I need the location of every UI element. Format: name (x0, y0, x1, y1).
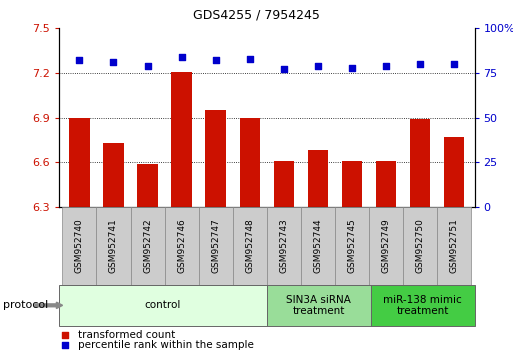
Bar (376, 161, 396, 207)
Bar (130, 207, 165, 285)
Text: control: control (145, 300, 181, 310)
Point (314, 63, 322, 69)
Bar (137, 164, 158, 207)
Point (144, 63, 152, 69)
Bar (444, 137, 464, 207)
Text: GSM952742: GSM952742 (143, 219, 152, 273)
Point (246, 56, 254, 62)
Text: GSM952749: GSM952749 (382, 219, 390, 273)
Bar (59, 285, 267, 326)
Bar (69, 118, 90, 207)
Text: GSM952746: GSM952746 (177, 219, 186, 273)
Bar (233, 207, 267, 285)
Point (280, 67, 288, 72)
Bar (267, 207, 301, 285)
Text: GSM952740: GSM952740 (75, 219, 84, 273)
Bar (199, 207, 233, 285)
Bar (240, 118, 260, 207)
Bar (370, 285, 475, 326)
Point (211, 58, 220, 63)
Text: GSM952741: GSM952741 (109, 219, 118, 273)
Bar (103, 143, 124, 207)
Bar (437, 207, 471, 285)
Bar (403, 207, 437, 285)
Bar (342, 161, 362, 207)
Text: SIN3A siRNA
treatment: SIN3A siRNA treatment (286, 295, 351, 316)
Point (109, 59, 117, 65)
Bar (96, 207, 130, 285)
Bar (410, 119, 430, 207)
Point (450, 61, 458, 67)
Text: GSM952751: GSM952751 (449, 218, 459, 274)
Text: miR-138 mimic
treatment: miR-138 mimic treatment (383, 295, 462, 316)
Point (319, 289, 327, 295)
Text: GSM952747: GSM952747 (211, 219, 220, 273)
Text: GSM952750: GSM952750 (416, 218, 425, 274)
Bar (63, 207, 96, 285)
Bar (267, 285, 370, 326)
Text: percentile rank within the sample: percentile rank within the sample (77, 340, 253, 350)
Text: GSM952748: GSM952748 (245, 219, 254, 273)
Bar (308, 150, 328, 207)
Bar (335, 207, 369, 285)
Bar (301, 207, 335, 285)
Point (177, 54, 186, 60)
Text: GDS4255 / 7954245: GDS4255 / 7954245 (193, 9, 320, 22)
Point (382, 63, 390, 69)
Bar (273, 161, 294, 207)
Point (348, 65, 356, 70)
Text: transformed count: transformed count (77, 330, 175, 339)
Bar (171, 72, 192, 207)
Bar (205, 110, 226, 207)
Text: GSM952745: GSM952745 (347, 219, 357, 273)
Text: GSM952744: GSM952744 (313, 219, 322, 273)
Bar (369, 207, 403, 285)
Bar (165, 207, 199, 285)
Point (416, 61, 424, 67)
Point (75, 58, 84, 63)
Text: protocol: protocol (3, 300, 48, 310)
Point (319, 192, 327, 198)
Text: GSM952743: GSM952743 (279, 219, 288, 273)
